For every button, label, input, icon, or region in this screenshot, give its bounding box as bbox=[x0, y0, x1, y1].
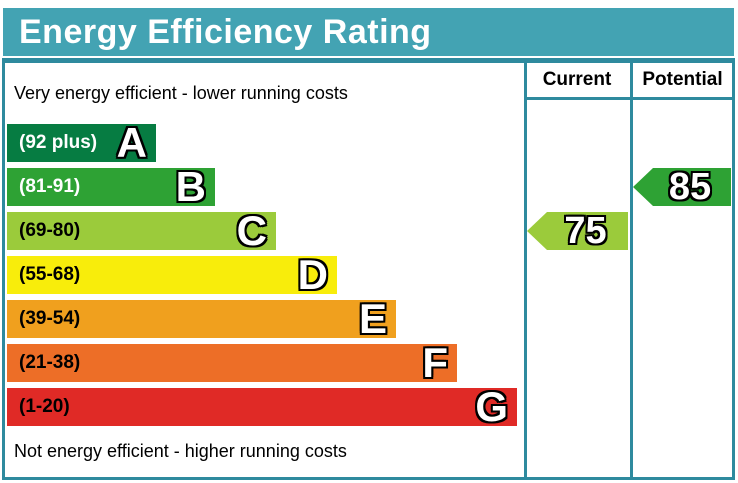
column-header-underline bbox=[524, 97, 735, 100]
band-e-range: (39-54) bbox=[19, 308, 81, 329]
chart-title-bar: Energy Efficiency Rating bbox=[3, 8, 734, 56]
band-a-letter: A bbox=[116, 119, 147, 166]
potential-column-header: Potential bbox=[642, 69, 723, 90]
band-c: (69-80) C bbox=[7, 207, 276, 254]
band-f-range: (21-38) bbox=[19, 352, 81, 373]
potential-rating-arrow: 85 bbox=[633, 168, 731, 206]
table-border-top bbox=[2, 58, 735, 63]
bottom-note: Not energy efficient - higher running co… bbox=[14, 441, 347, 461]
band-g-range: (1-20) bbox=[19, 396, 70, 417]
band-d-letter: D bbox=[297, 251, 328, 298]
top-note: Very energy efficient - lower running co… bbox=[14, 83, 348, 103]
rating-table: Current Potential Very energy efficient … bbox=[2, 58, 735, 480]
band-a: (92 plus) A bbox=[7, 119, 156, 166]
potential-column-divider bbox=[630, 58, 633, 480]
band-b-range: (81-91) bbox=[19, 176, 81, 197]
table-border-left bbox=[2, 58, 5, 480]
table-border-bottom bbox=[2, 477, 735, 480]
current-rating-value: 75 bbox=[564, 210, 607, 252]
band-e: (39-54) E bbox=[7, 295, 396, 342]
band-a-range: (92 plus) bbox=[19, 132, 98, 153]
band-c-range: (69-80) bbox=[19, 220, 81, 241]
band-c-letter: C bbox=[236, 207, 267, 254]
potential-rating-value: 85 bbox=[668, 166, 712, 208]
table-border-right bbox=[732, 58, 735, 480]
band-f: (21-38) F bbox=[7, 339, 457, 386]
band-g: (1-20) G bbox=[7, 383, 517, 430]
band-e-letter: E bbox=[358, 295, 387, 342]
band-f-letter: F bbox=[422, 339, 448, 386]
band-b: (81-91) B bbox=[7, 163, 215, 210]
current-column-header: Current bbox=[542, 69, 612, 90]
current-rating-arrow: 75 bbox=[527, 212, 628, 250]
band-d-range: (55-68) bbox=[19, 264, 81, 285]
band-g-letter: G bbox=[475, 383, 508, 430]
band-d: (55-68) D bbox=[7, 251, 337, 298]
chart-title: Energy Efficiency Rating bbox=[19, 12, 432, 51]
current-column-divider bbox=[524, 58, 527, 480]
band-b-letter: B bbox=[175, 163, 206, 210]
